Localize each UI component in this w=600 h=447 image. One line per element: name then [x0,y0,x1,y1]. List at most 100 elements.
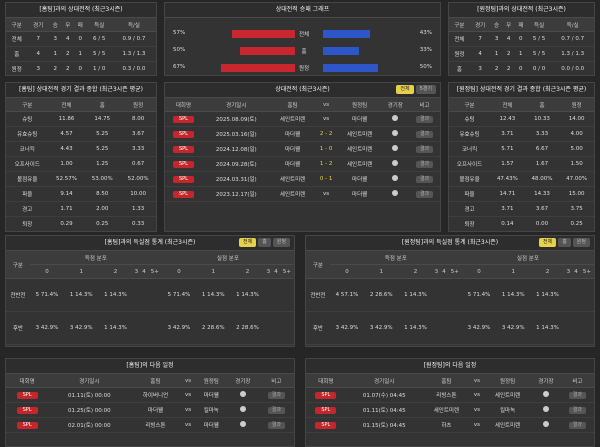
cell: 결과 [258,387,294,403]
cell [264,311,273,345]
column-header: 홈 [524,98,560,112]
cell: 01.25(토) 00:00 [48,402,131,418]
column-header: 경기 [469,18,491,32]
column-header: 5+ [147,264,162,279]
cell: 마더웰 [337,186,382,202]
column-header: 3 [132,264,141,279]
cell: 마더웰 [195,417,228,433]
cell: 마더웰 [270,141,315,157]
cell: 11.86 [48,111,85,127]
column-header: 경기일시 [201,98,271,112]
cell: 결과 [560,402,594,418]
table-row: SPL 02.01(토) 00:00 리빙스톤 vs 마더웰 결과 [6,417,294,433]
cell: 5 71.4% [29,278,65,312]
stadium-cell [381,156,410,172]
cell: 12.43 [490,111,525,127]
cell: 퇴장 [449,216,491,231]
panel-title-bar: [홈팀] 상대전적 경기 결과 종합 (최근3시즌 평균) [6,83,156,98]
cell: 4 [61,31,74,47]
cell: 14.71 [490,186,525,202]
result-button[interactable]: 결과 [267,391,285,399]
column-header: 패 [514,18,527,32]
stadium-icon [542,421,549,427]
tab[interactable]: 전체 [538,238,557,247]
panel: 상대전적 (최근3시즌) 전체 5경기 대회명 경기일시 홈팀 vs 원정팀 경기장 비고 SPL 2… [164,82,441,232]
column-header: 홈 [84,98,121,112]
cell: 2 [502,61,515,75]
cell: 홈 [6,46,28,62]
result-button[interactable]: 결과 [568,421,586,429]
cell: 01.15(토) 04:45 [345,417,423,433]
cell [579,278,594,312]
tab[interactable]: 홈 [258,238,271,247]
tabs: 전체 5경기 [396,85,436,94]
stadium-cell [381,171,410,187]
stadium-cell [227,387,259,403]
panel-title-bar: [원정팀] 상대전적 경기 결과 종합 (최근3시즌 평균) [449,83,594,98]
table-row: 후반 3 42.9% 3 42.9% 1 14.3% 3 42.9% 3 42.9% 1 1… [306,311,594,345]
result-button[interactable]: 결과 [267,421,285,429]
panel-title: [홈팀]과의 상대전적 (최근3시즌) [39,6,123,13]
column-header: 1 [196,264,231,279]
cell: 0.9 / 0.7 [111,31,156,47]
tab[interactable]: 원정 [272,238,290,247]
result-button[interactable]: 결과 [415,175,434,183]
cell [432,278,441,312]
cell: SPL [6,387,49,403]
result-button[interactable]: 결과 [415,160,434,168]
panel: 상대전적 승패 그래프 57% 전체 43% 50% 홈 33% 67% 원정 50% [164,2,441,76]
cell: 01.11(토) 00:00 [48,387,131,403]
table-row: SPL 01.11(토) 04:45 세인트미렌 vs 킬마녹 결과 [306,402,594,418]
cell: vs [469,417,484,433]
result-button[interactable]: 결과 [415,130,434,138]
cell: 1.33 [120,201,156,217]
result-button[interactable]: 결과 [568,391,586,399]
cell: 전체 [449,31,470,47]
panel: [홈팀]과의 상대전적 (최근3시즌) 구분 경기 승 무 패 득실 득/실 전체 7 3 4 0 6 /… [5,2,157,76]
cell [447,278,462,312]
cell: 결과 [409,111,440,127]
cell: 3 42.9% [496,311,531,345]
data-table: 대회명 경기일시 홈팀 vs 원정팀 경기장 비고 SPL 2025.08.09(토) 세인트미렌… [165,98,440,202]
result-button[interactable]: 결과 [415,115,434,123]
cell: 1 [490,46,503,62]
stadium-icon [239,406,246,412]
cell: 세인트미렌 [270,186,315,202]
cell: 2024.09.28(토) [201,156,271,172]
column-header: 4 [440,264,448,279]
tab[interactable]: 5경기 [415,85,436,94]
result-button[interactable]: 결과 [415,145,434,153]
cell: 0.14 [490,216,525,231]
cell [272,311,280,345]
column-header: 구분 [6,18,28,32]
cell: 볼점유율 [449,171,491,187]
tab[interactable]: 홈 [558,238,571,247]
graph-row: 67% 원정 50% [165,61,440,75]
cell: SPL [165,186,202,202]
tab[interactable]: 전체 [238,238,257,247]
cell: 마더웰 [270,126,315,142]
league-badge: SPL [172,145,194,153]
result-button[interactable]: 결과 [415,190,434,198]
cell: SPL [6,417,49,433]
row-label: 원정 [298,66,310,72]
column-header: 홈팀 [422,374,470,388]
cell: 1.3 / 1.3 [551,46,594,62]
result-button[interactable]: 결과 [267,406,285,414]
table-row: 경고 1.71 2.00 1.33 [6,201,156,217]
column-header: 무 [61,18,74,32]
tab[interactable]: 원정 [572,238,590,247]
graph-row: 57% 전체 43% [165,27,440,41]
column-header: 5+ [447,264,462,279]
cell: 4.00 [559,126,594,142]
data-table: 구분 전체 홈 원정 슈팅 12.43 10.33 14.00 유효슈팅 3.71 3.33 4.00… [449,98,594,231]
cell: 세인트미렌 [484,417,532,433]
result-button[interactable]: 결과 [568,406,586,414]
cell: SPL [306,402,346,418]
cell: 14.75 [84,111,121,127]
cell: vs [180,402,196,418]
stadium-cell [381,141,410,157]
cell [147,311,162,345]
tab[interactable]: 전체 [396,85,414,94]
